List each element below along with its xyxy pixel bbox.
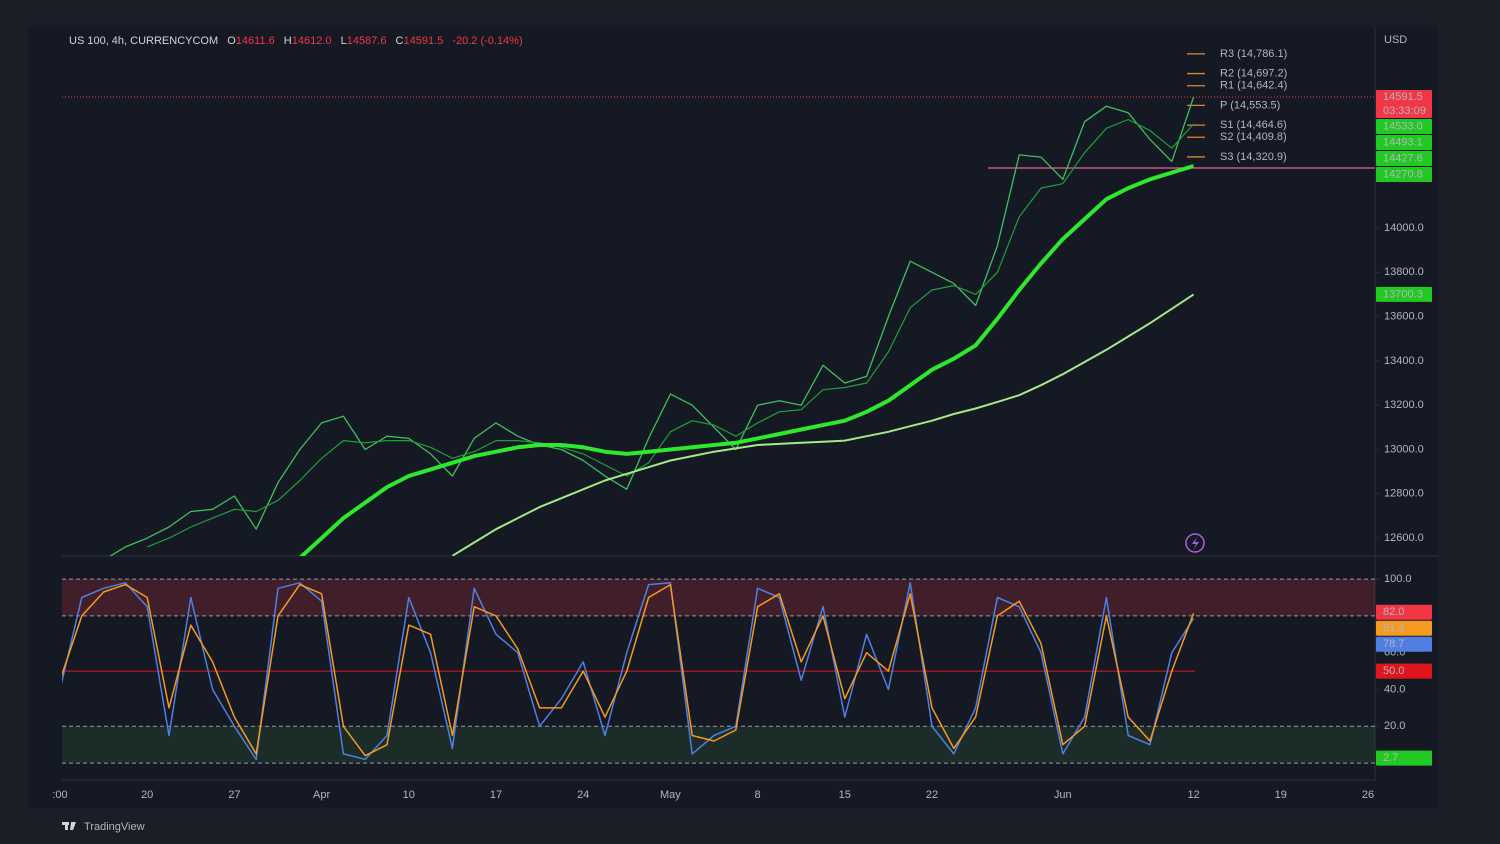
pivot-label: R2 (14,697.2) [1220,67,1287,79]
price-tag [1376,134,1432,150]
pivot-label: S1 (14,464.6) [1220,119,1287,131]
x-tick-label: 24 [577,789,589,801]
close-label: C [396,35,404,47]
y-tick-label: 12800.0 [1384,488,1424,500]
y-tick-label: 12600.0 [1384,532,1424,544]
change: -20.2 (-0.14%) [452,35,522,47]
price-tag-label: 14533.0 [1383,120,1423,132]
x-tick-label: 10 [403,789,415,801]
series-line [109,96,1195,556]
price-tag [1376,286,1432,302]
series-line [62,583,1195,757]
currency: USD [1384,34,1407,46]
high: 14612.0 [292,35,332,47]
price-tag-label: 14270.8 [1383,168,1423,180]
symbol-header: US 100, 4h, CURRENCYCOM O14611.6 H14612.… [69,35,523,47]
price-tag [1376,620,1432,636]
series-line [146,118,1195,548]
x-tick-label: :00 [52,789,67,801]
price-tag [1376,604,1432,620]
low-label: L [341,35,347,47]
brand: TradingView [84,821,145,833]
pivot-label: S3 (14,320.9) [1220,151,1287,163]
price-tag [1376,118,1432,134]
overbought-band [62,579,1375,616]
price-tag-label: 82.0 [1383,606,1404,618]
x-tick-label: 22 [926,789,938,801]
y-tick-label: 13800.0 [1384,266,1424,278]
y-tick-label: 13200.0 [1384,399,1424,411]
series-line [62,582,1195,761]
y-tick-label: 14000.0 [1384,222,1424,234]
y-tick-label: 13600.0 [1384,310,1424,322]
symbol: US 100, 4h, CURRENCYCOM [69,35,218,47]
pivot-label: S2 (14,409.8) [1220,131,1287,143]
price-tag [1376,663,1432,679]
x-tick-label: Apr [313,789,330,801]
logo-part [70,822,76,830]
chart-area [28,27,1438,808]
close: 14591.5 [403,35,443,47]
low: 14587.6 [347,35,387,47]
high-label: H [284,35,292,47]
x-tick-label: 19 [1275,789,1287,801]
alert-bolt [1192,537,1199,550]
last-price-label: 14591.5 [1383,91,1423,103]
price-tag-label: 81.4 [1383,622,1404,634]
x-tick-label: 26 [1362,789,1374,801]
price-tag-label: 14493.1 [1383,136,1423,148]
logo-part [65,822,68,830]
x-tick-label: 8 [755,789,761,801]
y-tick-label: 13000.0 [1384,443,1424,455]
pivot-label: R3 (14,786.1) [1220,48,1287,60]
price-tag [1376,750,1432,766]
x-tick-label: 17 [490,789,502,801]
series-line [299,164,1195,556]
x-tick-label: 27 [228,789,240,801]
y-tick-label: 100.0 [1384,573,1412,585]
x-tick-label: 20 [141,789,153,801]
countdown-label: 03:33:09 [1383,105,1426,117]
last-price-tag [1376,89,1432,118]
alert-icon[interactable] [1185,533,1205,553]
x-tick-label: May [660,789,681,801]
price-tag-label: 2.7 [1383,752,1398,764]
open-label: O [227,35,236,47]
price-tag [1376,636,1432,652]
y-tick-label: 13400.0 [1384,355,1424,367]
price-tag [1376,166,1432,182]
series-line [451,293,1195,556]
x-tick-label: 12 [1187,789,1199,801]
price-tag-label: 50.0 [1383,665,1404,677]
y-tick-label: 20.0 [1384,720,1405,732]
x-tick-label: Jun [1054,789,1072,801]
open: 14611.6 [236,35,275,47]
price-tag [1376,150,1432,166]
brand-logo [62,822,76,830]
price-tag-label: 78.7 [1383,638,1404,650]
price-tag-label: 13700.3 [1383,288,1423,300]
pivot-label: R1 (14,642.4) [1220,80,1287,92]
y-tick-label: 40.0 [1384,683,1405,695]
x-tick-label: 15 [839,789,851,801]
pivot-label: P (14,553.5) [1220,99,1280,111]
oversold-band [62,726,1375,764]
price-tag-label: 14427.6 [1383,152,1423,164]
